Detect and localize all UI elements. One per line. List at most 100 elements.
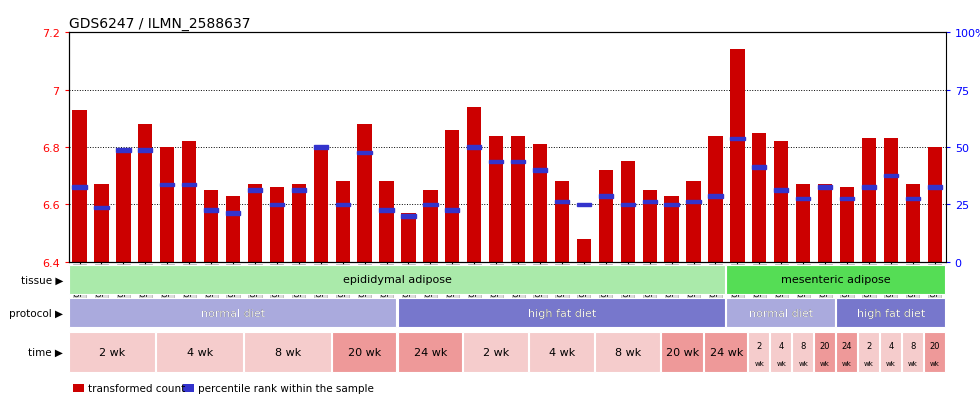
Text: 2 wk: 2 wk [99,347,125,357]
Bar [840,188,855,262]
Bar [906,185,920,262]
Bar [664,196,679,262]
Bar [906,197,920,201]
Bar [423,191,437,262]
Text: high fat diet: high fat diet [857,308,925,318]
Bar [686,200,701,204]
Text: wk: wk [776,360,786,366]
Bar [467,107,481,262]
Bar [774,189,788,192]
Bar [533,169,547,172]
Text: tissue ▶: tissue ▶ [21,275,63,285]
Bar [643,191,657,262]
Bar [445,131,460,262]
Bar [489,160,504,164]
Text: protocol ▶: protocol ▶ [9,308,63,318]
Text: 4: 4 [779,341,784,350]
Bar [884,139,898,262]
Bar [577,203,591,206]
Bar [726,266,945,294]
Text: 2: 2 [757,341,761,350]
Text: 2 wk: 2 wk [483,347,510,357]
Bar [182,384,194,392]
Bar [749,332,769,372]
Bar [924,332,945,372]
Bar [726,299,835,327]
Bar [73,384,84,392]
Bar [661,332,704,372]
Bar [818,185,832,262]
Text: 4 wk: 4 wk [549,347,575,357]
Bar [774,142,788,262]
Bar [620,162,635,262]
Bar [555,200,569,204]
Text: 20 wk: 20 wk [348,347,381,357]
Bar [379,182,394,262]
Bar [69,299,397,327]
Text: time ▶: time ▶ [28,347,63,357]
Bar [705,332,748,372]
Bar [73,110,86,262]
Text: 4 wk: 4 wk [187,347,214,357]
Bar [379,209,394,212]
Bar [358,125,371,262]
Bar [248,189,262,192]
Bar [358,152,371,155]
Bar [138,149,153,152]
Bar [709,136,722,262]
Bar [792,332,813,372]
Bar [270,188,284,262]
Text: 20: 20 [929,341,940,350]
Text: percentile rank within the sample: percentile rank within the sample [198,383,373,393]
Bar [69,332,155,372]
Bar [840,197,855,201]
Bar [599,195,612,198]
Bar [117,149,130,152]
Bar [836,299,945,327]
Text: high fat diet: high fat diet [857,308,925,318]
Text: 24: 24 [842,341,853,350]
Text: normal diet: normal diet [201,308,266,318]
Text: wk: wk [930,360,940,366]
Text: wk: wk [864,360,874,366]
Text: normal diet: normal diet [749,308,813,318]
Text: high fat diet: high fat diet [528,308,596,318]
Bar [577,240,591,262]
Bar [489,136,504,262]
Bar [753,166,766,169]
Bar [818,186,832,190]
Text: mesenteric adipose: mesenteric adipose [781,275,891,285]
Bar [331,332,397,372]
Bar [160,183,174,187]
Bar [511,136,525,262]
Bar [423,203,437,206]
Bar [69,266,725,294]
Bar [686,182,701,262]
Bar [599,171,612,262]
Text: GDS6247 / ILMN_2588637: GDS6247 / ILMN_2588637 [69,17,250,31]
Bar [69,299,397,327]
Bar [270,203,284,206]
Text: normal diet: normal diet [749,308,813,318]
Bar [643,200,657,204]
Bar [117,153,130,262]
Bar [770,332,791,372]
Bar [533,145,547,262]
Bar [928,186,942,190]
Bar [858,332,879,372]
Bar [726,299,835,327]
Text: 2: 2 [866,341,871,350]
Bar [796,185,810,262]
Bar [445,209,460,212]
Bar [335,203,350,206]
Bar [730,50,745,262]
Bar [709,195,722,198]
Bar [928,148,942,262]
Bar [73,186,86,190]
Bar [902,332,923,372]
Text: 24 wk: 24 wk [710,347,743,357]
Bar [94,206,109,209]
Text: normal diet: normal diet [201,308,266,318]
Bar [244,332,330,372]
Bar [467,146,481,150]
